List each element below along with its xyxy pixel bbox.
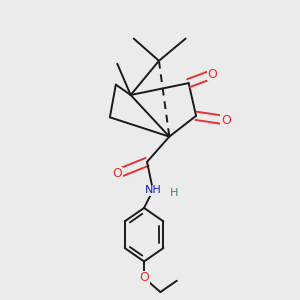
Text: NH: NH [145, 185, 161, 195]
Text: O: O [112, 167, 122, 180]
Text: O: O [139, 271, 149, 284]
Text: O: O [221, 114, 231, 127]
Text: O: O [208, 68, 218, 81]
Text: H: H [169, 188, 178, 198]
